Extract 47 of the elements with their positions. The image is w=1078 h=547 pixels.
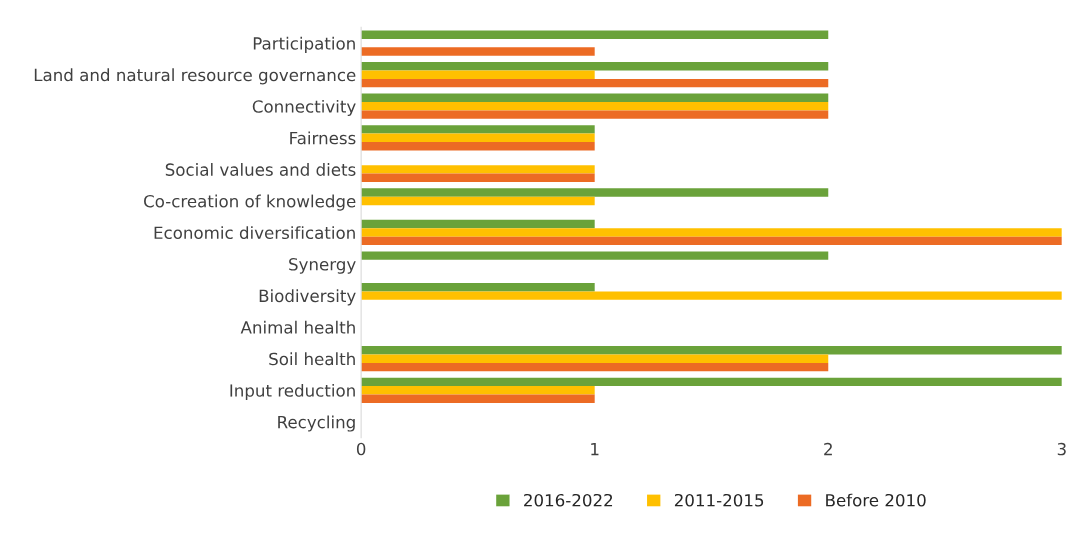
bar	[361, 93, 829, 103]
bar	[361, 125, 595, 134]
y-tick-label: Recycling	[278, 415, 355, 432]
y-tick-label: Fairness	[290, 131, 356, 145]
y-tick-label: Input reduction	[230, 383, 355, 401]
legend-label: Before 2010	[826, 493, 926, 507]
y-tick-label: Social values and diets	[165, 163, 356, 176]
bar	[361, 165, 595, 174]
bar	[361, 354, 829, 363]
bar	[361, 377, 1062, 387]
bar	[361, 362, 829, 372]
bar	[361, 346, 1062, 355]
bar	[361, 102, 829, 111]
x-tick-label: 2	[824, 442, 832, 456]
bar	[361, 394, 595, 403]
y-tick-label: Land and natural resource governance	[34, 68, 356, 85]
x-tick-label: 3	[1057, 442, 1066, 456]
y-tick-label: Participation	[253, 36, 355, 53]
y-tick-label: Co-creation of knowledge	[144, 194, 356, 211]
y-tick-label: Animal health	[240, 320, 355, 334]
x-tick-label: 0	[356, 442, 366, 456]
bar	[361, 133, 595, 143]
legend-label: 2011-2015	[674, 493, 764, 507]
y-tick-label: Soil health	[269, 352, 355, 366]
bar	[361, 70, 595, 79]
bar	[361, 228, 1062, 237]
y-tick-label: Economic diversification	[154, 226, 355, 240]
bar	[361, 236, 1062, 246]
bar	[361, 386, 595, 395]
bar	[361, 188, 829, 197]
bar	[361, 282, 595, 292]
legend-label: 2016-2022	[524, 493, 613, 507]
bar	[361, 78, 829, 88]
bar	[361, 142, 595, 151]
bar	[361, 173, 595, 182]
bar	[361, 30, 829, 39]
y-tick-label: Connectivity	[252, 99, 356, 117]
bar	[361, 47, 595, 56]
bar	[361, 219, 595, 229]
bar	[361, 62, 829, 71]
x-tick-label: 1	[591, 442, 599, 456]
bar	[361, 251, 829, 260]
y-tick-label: Synergy	[289, 257, 356, 274]
bar	[361, 196, 595, 206]
y-tick-label: Biodiversity	[259, 289, 356, 306]
bar	[361, 110, 829, 119]
bar	[361, 291, 1062, 300]
